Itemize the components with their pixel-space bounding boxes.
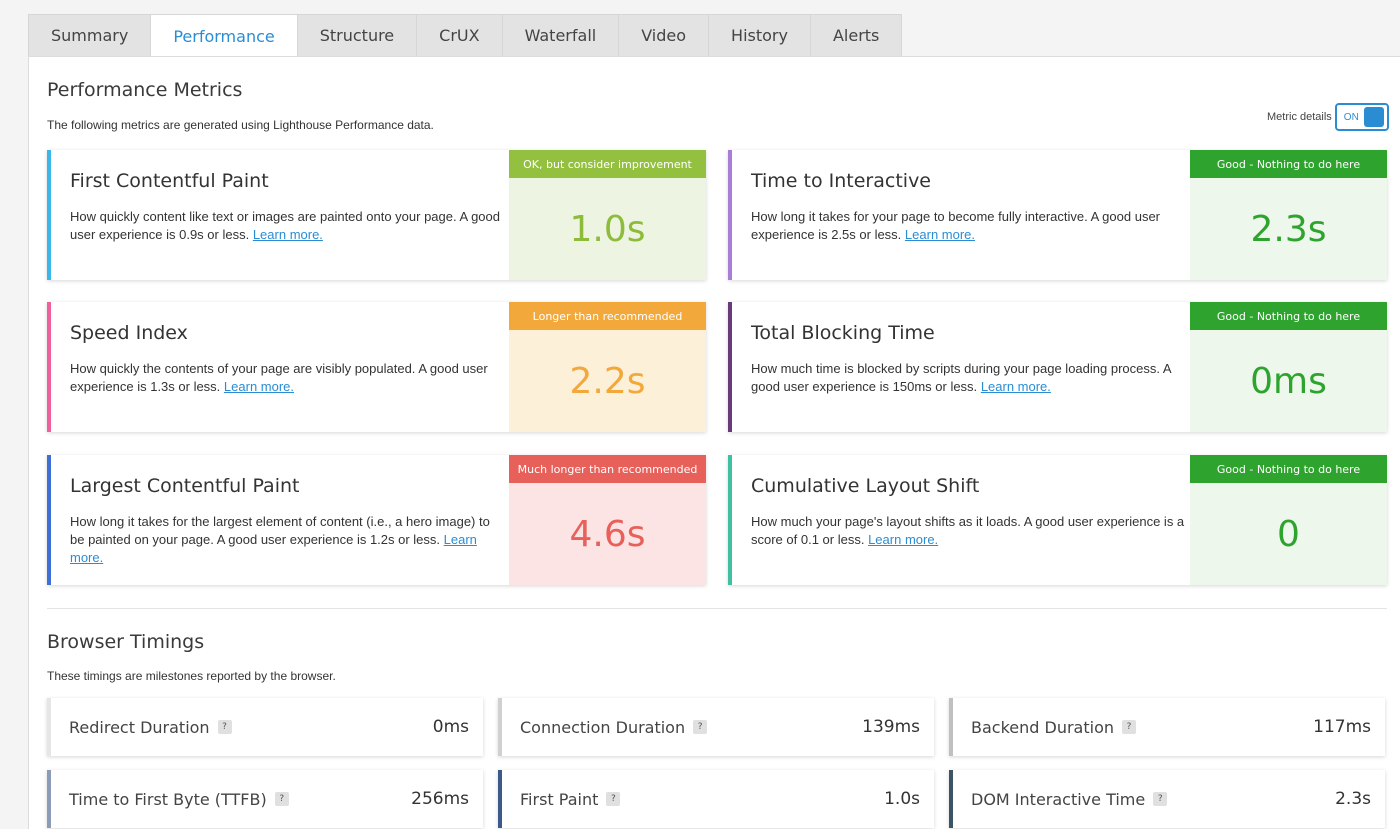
- tab-summary[interactable]: Summary: [28, 14, 151, 56]
- metric-description-text: How long it takes for your page to becom…: [751, 209, 1161, 242]
- timing-label: Backend Duration?: [971, 718, 1136, 737]
- timing-label-text: Time to First Byte (TTFB): [69, 789, 267, 809]
- help-icon[interactable]: ?: [693, 720, 708, 734]
- metric-status-badge: OK, but consider improvement: [509, 150, 706, 178]
- timing-label: Connection Duration?: [520, 717, 708, 737]
- metric-status-badge: Good - Nothing to do here: [1190, 302, 1387, 330]
- metric-description: How much your page's layout shifts as it…: [751, 513, 1187, 549]
- metric-details-control: Metric details ON: [1267, 103, 1389, 131]
- metric-title: Largest Contentful Paint: [70, 475, 300, 497]
- timing-label-text: Backend Duration: [971, 717, 1114, 737]
- metric-status-badge: Good - Nothing to do here: [1190, 150, 1387, 178]
- performance-metrics-title: Performance Metrics: [47, 79, 243, 101]
- metric-status-badge: Longer than recommended: [509, 302, 706, 330]
- metric-value: 2.3s: [1190, 178, 1387, 280]
- metric-description: How quickly the contents of your page ar…: [70, 360, 506, 396]
- performance-metrics-subtitle: The following metrics are generated usin…: [47, 118, 434, 132]
- timing-label: Redirect Duration?: [69, 718, 232, 737]
- performance-panel: Performance Metrics The following metric…: [28, 56, 1400, 829]
- help-icon[interactable]: ?: [1153, 792, 1168, 806]
- metric-status-badge: Good - Nothing to do here: [1190, 455, 1387, 483]
- metric-card-total-blocking-time: Total Blocking Time How much time is bloc…: [728, 302, 1387, 432]
- learn-more-link[interactable]: Learn more.: [980, 379, 1051, 394]
- help-icon[interactable]: ?: [217, 720, 232, 734]
- tab-history[interactable]: History: [708, 14, 810, 56]
- metric-value: 1.0s: [509, 178, 706, 280]
- metric-description: How long it takes for the largest elemen…: [70, 513, 506, 567]
- timing-value: 256ms: [411, 789, 469, 809]
- metric-description-text: How much your page's layout shifts as it…: [751, 514, 1185, 547]
- timing-label-text: Redirect Duration: [69, 717, 210, 737]
- learn-more-link[interactable]: Learn more.: [252, 227, 323, 242]
- metric-description: How quickly content like text or images …: [70, 208, 506, 244]
- metric-title: Time to Interactive: [751, 170, 931, 192]
- tab-crux[interactable]: CrUX: [416, 14, 502, 56]
- metric-score: Good - Nothing to do here 0ms: [1190, 302, 1387, 432]
- timing-value: 1.0s: [884, 789, 920, 809]
- timing-card-dom-interactive-time: DOM Interactive Time? 2.3s: [949, 770, 1385, 828]
- metric-card-cumulative-layout-shift: Cumulative Layout Shift How much your pag…: [728, 455, 1387, 585]
- tab-bar: Summary Performance Structure CrUX Waterfall…: [28, 14, 903, 57]
- metric-score: Good - Nothing to do here 0: [1190, 455, 1387, 585]
- tab-performance[interactable]: Performance: [150, 14, 297, 57]
- metric-description-text: How long it takes for the largest elemen…: [70, 514, 490, 547]
- toggle-knob: [1363, 107, 1384, 127]
- metric-description: How long it takes for your page to becom…: [751, 208, 1187, 244]
- timing-card-time-to-first-byte-ttfb: Time to First Byte (TTFB)? 256ms: [47, 770, 483, 828]
- timing-value: 2.3s: [1335, 789, 1371, 809]
- learn-more-link[interactable]: Learn more.: [70, 532, 477, 565]
- help-icon[interactable]: ?: [606, 792, 621, 806]
- metric-description-text: How quickly the contents of your page ar…: [70, 361, 488, 394]
- metric-score: Much longer than recommended 4.6s: [509, 455, 706, 585]
- tab-waterfall[interactable]: Waterfall: [501, 14, 619, 56]
- metric-value: 4.6s: [509, 483, 706, 585]
- timing-card-redirect-duration: Redirect Duration? 0ms: [47, 698, 483, 756]
- metric-value: 0: [1190, 483, 1387, 585]
- metric-card-largest-contentful-paint: Largest Contentful Paint How long it take…: [47, 455, 706, 585]
- metric-score: Longer than recommended 2.2s: [509, 302, 706, 432]
- toggle-state-label: ON: [1343, 111, 1359, 123]
- help-icon[interactable]: ?: [1122, 720, 1136, 734]
- learn-more-link[interactable]: Learn more.: [904, 227, 976, 242]
- tab-alerts[interactable]: Alerts: [809, 14, 903, 56]
- timing-label: Time to First Byte (TTFB)?: [69, 790, 289, 809]
- metric-title: Total Blocking Time: [751, 322, 935, 344]
- metric-details-toggle[interactable]: ON: [1334, 103, 1389, 131]
- timing-label-text: Connection Duration: [520, 717, 686, 737]
- metric-value: 2.2s: [509, 330, 706, 432]
- timing-card-backend-duration: Backend Duration? 117ms: [949, 698, 1385, 756]
- metric-description: How much time is blocked by scripts duri…: [751, 360, 1187, 396]
- learn-more-link[interactable]: Learn more.: [223, 379, 295, 394]
- timing-value: 0ms: [432, 717, 469, 737]
- section-divider: [47, 608, 1387, 609]
- timing-value: 117ms: [1313, 717, 1371, 737]
- timing-label-text: First Paint: [520, 789, 599, 809]
- metric-card-time-to-interactive: Time to Interactive How long it takes for…: [728, 150, 1387, 280]
- browser-timings-subtitle: These timings are milestones reported by…: [47, 669, 336, 683]
- timing-value: 139ms: [862, 717, 920, 737]
- metric-card-speed-index: Speed Index How quickly the contents of y…: [47, 302, 706, 432]
- metric-score: Good - Nothing to do here 2.3s: [1190, 150, 1387, 280]
- timing-label-text: DOM Interactive Time: [971, 789, 1146, 809]
- metric-description-text: How quickly content like text or images …: [70, 209, 500, 242]
- help-icon[interactable]: ?: [274, 792, 289, 806]
- metric-status-badge: Much longer than recommended: [509, 455, 706, 483]
- timing-label: DOM Interactive Time?: [971, 789, 1168, 809]
- metric-description-text: How much time is blocked by scripts duri…: [751, 361, 1171, 394]
- learn-more-link[interactable]: Learn more.: [868, 532, 939, 547]
- metric-value: 0ms: [1190, 330, 1387, 432]
- timing-label: First Paint?: [520, 789, 621, 809]
- timing-card-first-paint: First Paint? 1.0s: [498, 770, 934, 828]
- metric-card-first-contentful-paint: First Contentful Paint How quickly conten…: [47, 150, 706, 280]
- metric-details-label: Metric details: [1267, 111, 1332, 123]
- metric-score: OK, but consider improvement 1.0s: [509, 150, 706, 280]
- metric-title: Cumulative Layout Shift: [751, 475, 980, 497]
- tab-video[interactable]: Video: [618, 14, 709, 56]
- tab-structure[interactable]: Structure: [296, 14, 417, 56]
- browser-timings-title: Browser Timings: [47, 631, 205, 653]
- metric-title: Speed Index: [70, 322, 188, 344]
- metric-title: First Contentful Paint: [70, 170, 269, 192]
- timing-card-connection-duration: Connection Duration? 139ms: [498, 698, 934, 756]
